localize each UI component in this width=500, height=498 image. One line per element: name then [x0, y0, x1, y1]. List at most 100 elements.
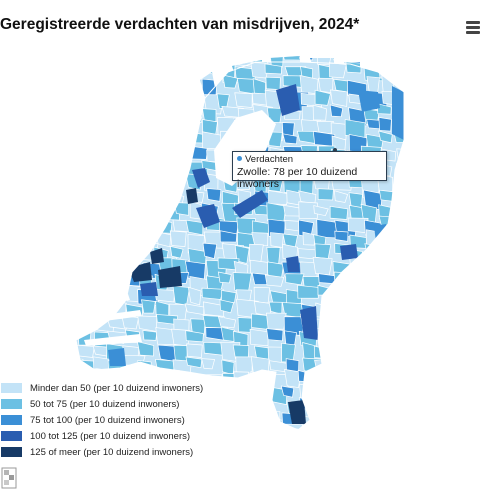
municipality-area[interactable]: [232, 412, 252, 424]
municipality-area[interactable]: [107, 91, 129, 110]
municipality-area[interactable]: [141, 78, 155, 90]
municipality-area[interactable]: [396, 233, 417, 247]
municipality-area[interactable]: [378, 384, 394, 401]
municipality-area[interactable]: [155, 149, 169, 164]
municipality-area[interactable]: [253, 426, 270, 444]
municipality-area[interactable]: [378, 234, 396, 248]
municipality-area[interactable]: [332, 299, 346, 318]
municipality-area[interactable]: [106, 219, 124, 235]
municipality-area[interactable]: [413, 302, 428, 321]
municipality-area[interactable]: [171, 173, 185, 194]
municipality-area[interactable]: [251, 383, 270, 402]
municipality-area[interactable]: [124, 201, 147, 215]
municipality-area[interactable]: [173, 64, 189, 82]
municipality-area[interactable]: [202, 242, 218, 259]
municipality-area[interactable]: [235, 356, 253, 374]
municipality-area[interactable]: [363, 428, 379, 448]
municipality-area[interactable]: [396, 175, 412, 190]
municipality-area[interactable]: [74, 76, 91, 97]
municipality-area[interactable]: [58, 302, 81, 317]
municipality-area[interactable]: [76, 288, 95, 307]
municipality-area[interactable]: [395, 258, 413, 270]
municipality-area[interactable]: [415, 234, 435, 254]
municipality-area[interactable]: [124, 354, 146, 367]
municipality-area[interactable]: [91, 159, 107, 178]
municipality-area[interactable]: [57, 317, 73, 334]
municipality-area[interactable]: [330, 47, 350, 62]
municipality-area[interactable]: [366, 314, 384, 331]
municipality-area[interactable]: [106, 160, 128, 177]
municipality-area[interactable]: [125, 102, 139, 123]
municipality-area[interactable]: [396, 343, 418, 364]
municipality-area[interactable]: [266, 328, 284, 342]
legend-item[interactable]: Minder dan 50 (per 10 duizend inwoners): [0, 380, 203, 396]
municipality-area[interactable]: [142, 189, 158, 210]
municipality-area[interactable]: [88, 91, 103, 108]
municipality-area[interactable]: [412, 385, 429, 400]
municipality-area[interactable]: [316, 415, 335, 430]
municipality-area[interactable]: [141, 299, 156, 314]
municipality-area[interactable]: [62, 136, 83, 151]
municipality-area[interactable]: [378, 332, 399, 350]
municipality-area[interactable]: [172, 89, 194, 104]
municipality-area[interactable]: [141, 107, 162, 122]
municipality-area[interactable]: [107, 149, 124, 167]
municipality-area[interactable]: [63, 345, 77, 358]
municipality-area[interactable]: [109, 187, 125, 203]
municipality-area[interactable]: [93, 118, 113, 137]
municipality-area[interactable]: [382, 371, 403, 391]
municipality-area[interactable]: [122, 78, 142, 94]
municipality-area[interactable]: [75, 246, 91, 264]
municipality-area[interactable]: [91, 204, 112, 223]
municipality-area[interactable]: [394, 301, 414, 321]
municipality-area[interactable]: [267, 411, 281, 430]
municipality-area[interactable]: [284, 368, 302, 388]
municipality-area[interactable]: [73, 215, 88, 236]
municipality-area[interactable]: [399, 431, 417, 441]
municipality-area[interactable]: [333, 314, 350, 332]
municipality-area[interactable]: [410, 288, 428, 298]
municipality-area[interactable]: [347, 401, 362, 419]
municipality-area[interactable]: [410, 77, 426, 96]
municipality-area[interactable]: [349, 369, 371, 386]
municipality-area[interactable]: [237, 387, 256, 403]
municipality-area[interactable]: [364, 272, 380, 288]
municipality-area[interactable]: [141, 50, 158, 67]
municipality-area[interactable]: [347, 314, 369, 329]
municipality-area[interactable]: [153, 177, 172, 193]
municipality-area[interactable]: [76, 271, 92, 286]
municipality-area[interactable]: [264, 63, 282, 75]
municipality-area[interactable]: [123, 49, 139, 68]
municipality-area[interactable]: [137, 172, 159, 193]
municipality-area[interactable]: [313, 345, 330, 359]
municipality-area[interactable]: [58, 90, 72, 104]
municipality-area[interactable]: [396, 401, 414, 420]
municipality-area[interactable]: [395, 163, 418, 183]
municipality-area[interactable]: [364, 260, 384, 275]
municipality-area[interactable]: [329, 104, 344, 118]
municipality-area[interactable]: [413, 48, 427, 63]
municipality-area[interactable]: [125, 120, 144, 141]
municipality-area[interactable]: [414, 277, 433, 289]
municipality-area[interactable]: [154, 288, 176, 303]
municipality-area[interactable]: [62, 175, 77, 190]
municipality-area[interactable]: [106, 232, 125, 246]
municipality-area[interactable]: [153, 78, 173, 90]
municipality-area[interactable]: [413, 204, 433, 217]
municipality-area[interactable]: [156, 121, 174, 133]
municipality-area[interactable]: [409, 346, 422, 364]
municipality-area[interactable]: [280, 385, 295, 398]
municipality-area[interactable]: [155, 132, 174, 146]
municipality-area[interactable]: [251, 232, 269, 247]
municipality-area[interactable]: [412, 105, 430, 117]
municipality-area[interactable]: [379, 257, 394, 276]
municipality-area[interactable]: [265, 76, 281, 90]
municipality-area[interactable]: [217, 397, 239, 412]
municipality-area[interactable]: [350, 383, 373, 399]
municipality-area[interactable]: [62, 122, 81, 139]
municipality-area[interactable]: [250, 356, 270, 375]
municipality-area[interactable]: [348, 302, 364, 318]
municipality-area[interactable]: [314, 398, 337, 411]
municipality-area[interactable]: [107, 259, 125, 273]
municipality-area[interactable]: [90, 63, 108, 78]
